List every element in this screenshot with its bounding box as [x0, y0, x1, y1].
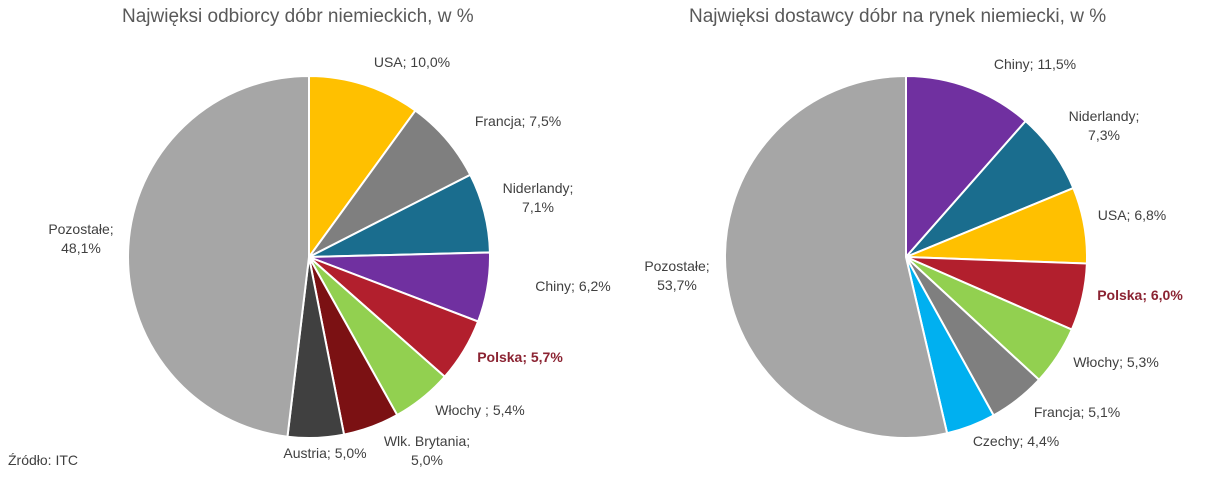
pie-slice-usa	[308, 74, 417, 261]
pie-chart-imports: Chiny; 11,5% Niderlandy; 7,3% USA; 6,8% Pols…	[644, 56, 1183, 449]
pie-label-pozostale: Pozostałe; 53,7%	[644, 258, 709, 293]
pie-label-wlochy: Włochy; 5,3%	[1073, 354, 1159, 370]
source-note: Źródło: ITC	[8, 452, 79, 468]
pie-chart-exports: USA; 10,0% Francja; 7,5% Niderlandy; 7,1% Ch…	[48, 54, 610, 468]
chart-title-exports: Najwięksi odbiorcy dóbr niemieckich, w %	[122, 6, 474, 27]
pie-slice-pozostale	[724, 74, 949, 439]
pie-label-wlochy: Włochy ; 5,4%	[435, 402, 524, 418]
pie-label-wlk-brytania: Wlk. Brytania; 5,0%	[384, 433, 470, 468]
pie-label-austria: Austria; 5,0%	[283, 445, 366, 461]
pie-label-niderlandy: Niderlandy; 7,3%	[1069, 108, 1140, 143]
pie-label-chiny: Chiny; 11,5%	[994, 56, 1076, 72]
pie-label-polska: Polska; 6,0%	[1097, 287, 1183, 303]
pie-label-francja: Francja; 7,5%	[475, 113, 561, 129]
pie-label-usa: USA; 10,0%	[374, 54, 450, 70]
pie-label-polska: Polska; 5,7%	[477, 349, 563, 365]
chart-title-imports: Najwięksi dostawcy dóbr na rynek niemiec…	[689, 6, 1107, 27]
pie-slice-pozostale	[127, 74, 310, 438]
pie-label-francja: Francja; 5,1%	[1034, 404, 1120, 420]
pie-label-czechy: Czechy; 4,4%	[973, 433, 1059, 449]
pie-label-niderlandy: Niderlandy; 7,1%	[503, 180, 574, 215]
pie-slice-chiny	[905, 74, 1028, 260]
pie-label-pozostale: Pozostałe; 48,1%	[48, 221, 113, 256]
pie-label-chiny: Chiny; 6,2%	[535, 278, 610, 294]
pie-label-usa: USA; 6,8%	[1098, 207, 1166, 223]
